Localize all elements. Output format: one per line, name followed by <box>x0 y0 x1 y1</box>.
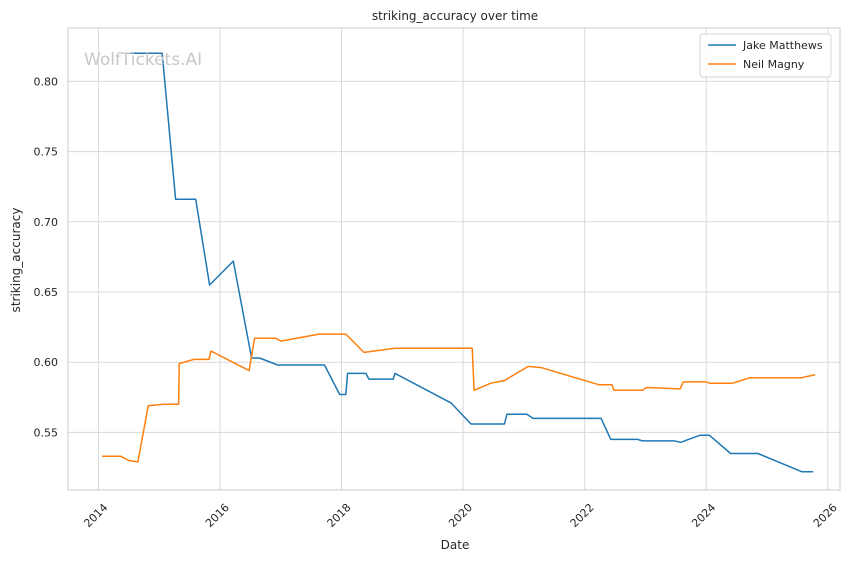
plot-frame <box>67 27 841 491</box>
chart-title: striking_accuracy over time <box>372 9 538 23</box>
series-lines <box>101 52 816 473</box>
y-tick-label: 0.65 <box>34 286 59 299</box>
y-axis-ticks: 0.55 0.60 0.65 0.70 0.75 0.80 <box>34 75 59 439</box>
y-tick-label: 0.60 <box>34 356 59 369</box>
legend-label-neil-magny: Neil Magny <box>743 58 805 71</box>
y-tick-label: 0.55 <box>34 426 59 439</box>
legend-label-jake-matthews: Jake Matthews <box>742 39 823 52</box>
y-axis-label: striking_accuracy <box>9 208 23 313</box>
grid <box>68 28 840 490</box>
y-tick-label: 0.70 <box>34 216 59 229</box>
y-tick-label: 0.75 <box>34 146 59 159</box>
y-tick-label: 0.80 <box>34 75 59 88</box>
series-line-jake-matthews <box>126 52 814 473</box>
watermark-text: WolfTickets.AI <box>84 50 202 70</box>
x-axis-label: Date <box>441 538 470 552</box>
series-line-neil-magny <box>101 333 816 463</box>
legend: Jake Matthews Neil Magny <box>699 33 832 78</box>
